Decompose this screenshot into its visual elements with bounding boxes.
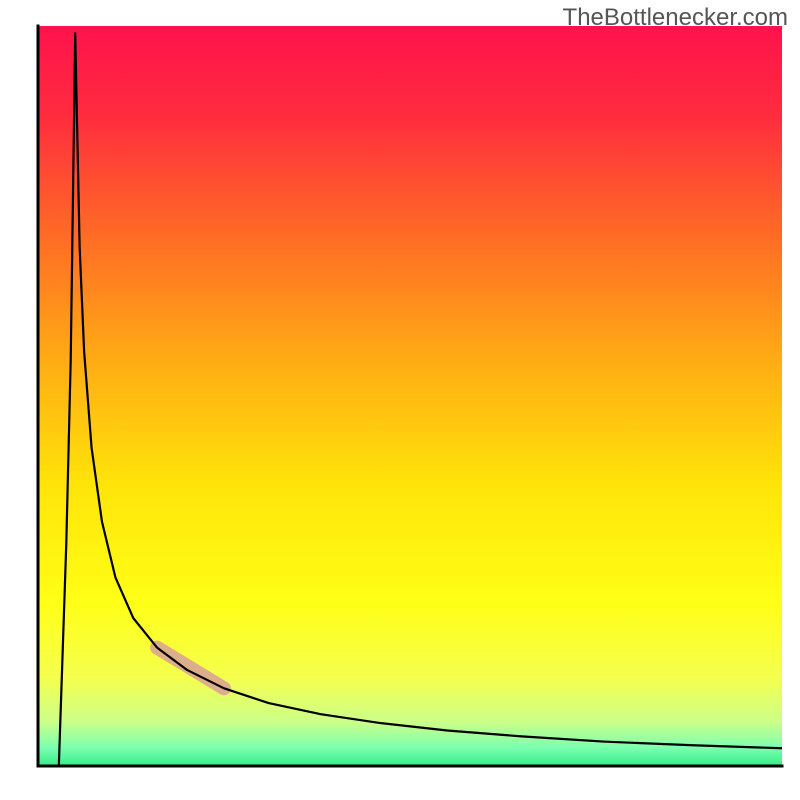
plot-background (38, 26, 782, 766)
plot-container: TheBottlenecker.com (0, 0, 800, 800)
plot-svg (0, 0, 800, 800)
watermark-label: TheBottlenecker.com (563, 4, 788, 32)
